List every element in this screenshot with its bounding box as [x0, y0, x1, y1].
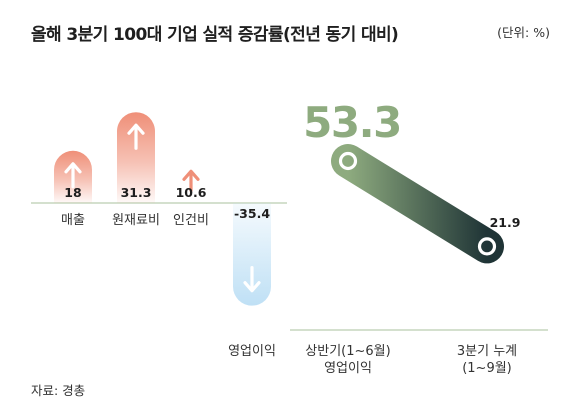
bar-value-label: 18: [64, 185, 81, 200]
bar-value-label: -35.4: [234, 206, 270, 221]
arrow-down-icon: [243, 266, 261, 293]
arrow-up-head: [127, 123, 145, 135]
slope-value-label-end: 21.9: [490, 215, 521, 230]
bar-value-label: 10.6: [176, 185, 207, 200]
slope-category-line: 상반기(1~6월): [305, 344, 390, 359]
arrow-up-head: [64, 162, 82, 174]
arrow-up-head: [182, 169, 200, 181]
slope-point-end: [477, 237, 497, 256]
slope-point-start: [338, 151, 358, 171]
bar-category-label: 매출: [61, 213, 85, 228]
arrow-up-icon: [127, 123, 145, 150]
bar-category-label: 영업이익: [228, 344, 276, 359]
chart-title: 올해 3분기 100대 기업 실적 증감률(전년 동기 대비): [31, 25, 399, 45]
slope-category-label: 3분기 누계 (1~9월): [457, 344, 517, 376]
slope-category-line: (1~9월): [462, 361, 512, 376]
bar-category-label: 원재료비: [112, 213, 160, 228]
slope-category-label: 상반기(1~6월) 영업이익: [305, 344, 390, 376]
bar-4: [233, 203, 271, 306]
bar-2: [117, 112, 155, 203]
source-note: 자료: 경총: [31, 383, 86, 398]
slope-category-line: 3분기 누계: [457, 344, 517, 359]
arrow-up-icon: [182, 169, 200, 192]
bar-category-label: 인건비: [173, 213, 209, 228]
slope-band: [331, 144, 504, 264]
arrow-down-head: [243, 281, 261, 293]
arrow-up-icon: [64, 162, 82, 189]
slope-category-line: 영업이익: [324, 361, 372, 376]
slope-value-label-start: 53.3: [303, 98, 401, 147]
unit-label: (단위: %): [497, 25, 550, 40]
bar-value-label: 31.3: [121, 185, 152, 200]
